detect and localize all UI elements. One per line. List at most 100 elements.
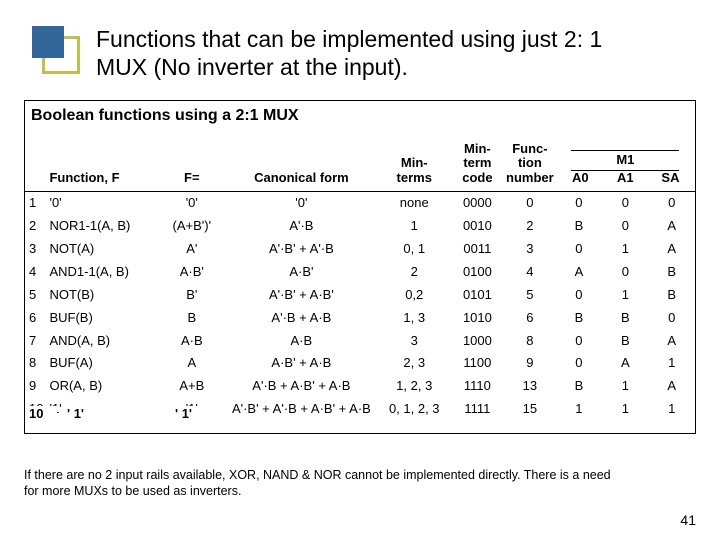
cell-fn: 13 — [504, 375, 556, 398]
cell-a0: 1 — [556, 398, 602, 433]
table-row: 10'1''1'A'·B' + A'·B + A·B' + A·B0, 1, 2… — [25, 398, 695, 433]
cell-expr: A·B — [159, 330, 226, 353]
cell-a0: 0 — [556, 352, 602, 375]
cell-sa: 1 — [649, 398, 695, 433]
cell-fn: 0 — [504, 191, 556, 214]
cell-sa: A — [649, 238, 695, 261]
cell-code: 1111 — [451, 398, 504, 433]
cell-a1: B — [602, 330, 648, 353]
cell-idx: 1 — [25, 191, 45, 214]
table-row: 4AND1-1(A, B)A·B'A·B'201004A0B — [25, 261, 695, 284]
col-a0-head: A0 — [558, 171, 603, 185]
cell-a1: 0 — [602, 191, 648, 214]
cell-canon: A'·B' + A·B' — [225, 284, 378, 307]
cell-min: 1 — [378, 215, 451, 238]
cell-name: NOR1-1(A, B) — [45, 215, 158, 238]
cell-min: 1, 2, 3 — [378, 375, 451, 398]
cell-idx: 9 — [25, 375, 45, 398]
functions-table-container: Boolean functions using a 2:1 MUX Functi… — [24, 100, 696, 434]
cell-min: 2 — [378, 261, 451, 284]
cell-expr: B' — [159, 284, 226, 307]
cell-expr: B — [159, 307, 226, 330]
cell-canon: A·B — [225, 330, 378, 353]
table-row: 1'0''0''0'none00000000 — [25, 191, 695, 214]
col-m1-head: M1 A0 A1 SA — [556, 139, 695, 191]
cell-canon: A'·B + A·B — [225, 307, 378, 330]
cell-a1: 1 — [602, 238, 648, 261]
cell-expr: '0' — [159, 191, 226, 214]
cell-min: 3 — [378, 330, 451, 353]
cell-code: 1010 — [451, 307, 504, 330]
cell-fn: 3 — [504, 238, 556, 261]
title-bullet — [32, 26, 84, 78]
cell-fn: 5 — [504, 284, 556, 307]
cell-fn: 15 — [504, 398, 556, 433]
cell-code: 0100 — [451, 261, 504, 284]
cell-min: 0, 1, 2, 3 — [378, 398, 451, 433]
cell-idx: 2 — [25, 215, 45, 238]
cell-code: 0000 — [451, 191, 504, 214]
cell-idx: 7 — [25, 330, 45, 353]
cell-canon: A·B' + A·B — [225, 352, 378, 375]
cell-expr: A — [159, 352, 226, 375]
col-min-head: Min- terms — [378, 139, 451, 191]
cell-fn: 2 — [504, 215, 556, 238]
cell-min: 1, 3 — [378, 307, 451, 330]
cell-code: 1000 — [451, 330, 504, 353]
table-row: 5NOT(B)B'A'·B' + A·B'0,20101501B — [25, 284, 695, 307]
overlay-idx: 10 — [29, 406, 57, 421]
cell-a1: A — [602, 352, 648, 375]
cell-expr: A·B' — [159, 261, 226, 284]
cell-fn: 6 — [504, 307, 556, 330]
cell-a0: 0 — [556, 191, 602, 214]
cell-canon: '0' — [225, 191, 378, 214]
cell-code: 0010 — [451, 215, 504, 238]
col-fn-head: Func- tion number — [504, 139, 556, 191]
cell-idx: 4 — [25, 261, 45, 284]
table-row: 3NOT(A)A'A'·B' + A'·B0, 10011301A — [25, 238, 695, 261]
cell-a0: B — [556, 375, 602, 398]
cell-a1: B — [602, 307, 648, 330]
bullet-fill — [32, 26, 64, 58]
cell-a1: 1 — [602, 375, 648, 398]
cell-idx: 3 — [25, 238, 45, 261]
table-row: 7AND(A, B)A·BA·B3100080BA — [25, 330, 695, 353]
cell-expr: A+B — [159, 375, 226, 398]
cell-a0: B — [556, 215, 602, 238]
col-canon-head: Canonical form — [225, 139, 378, 191]
cell-sa: 0 — [649, 307, 695, 330]
cell-expr: (A+B')' — [159, 215, 226, 238]
slide-title: Functions that can be implemented using … — [96, 26, 656, 81]
cell-code: 1100 — [451, 352, 504, 375]
cell-a1: 0 — [602, 261, 648, 284]
cell-min: 2, 3 — [378, 352, 451, 375]
table-title: Boolean functions using a 2:1 MUX — [25, 101, 695, 139]
cell-sa: B — [649, 261, 695, 284]
cell-fn: 8 — [504, 330, 556, 353]
cell-code: 0011 — [451, 238, 504, 261]
cell-fn: 9 — [504, 352, 556, 375]
cell-a0: 0 — [556, 238, 602, 261]
cell-idx: 5 — [25, 284, 45, 307]
col-func-head: Function, F — [45, 139, 158, 191]
page-number: 41 — [680, 512, 696, 528]
cell-sa: 0 — [649, 191, 695, 214]
table-row: 8BUF(A)AA·B' + A·B2, 3110090A1 — [25, 352, 695, 375]
cell-canon: A'·B' + A'·B + A·B' + A·B — [225, 398, 378, 433]
cell-name: BUF(A) — [45, 352, 158, 375]
col-sa-head: SA — [648, 171, 693, 185]
col-a1-head: A1 — [603, 171, 648, 185]
table-row: 9OR(A, B)A+BA'·B + A·B' + A·B1, 2, 31110… — [25, 375, 695, 398]
cell-a0: 0 — [556, 284, 602, 307]
cell-canon: A·B' — [225, 261, 378, 284]
functions-table: Function, F F= Canonical form Min- terms… — [25, 139, 695, 433]
cell-name: NOT(A) — [45, 238, 158, 261]
cell-a0: B — [556, 307, 602, 330]
cell-expr: A' — [159, 238, 226, 261]
cell-a0: 0 — [556, 330, 602, 353]
cell-canon: A'·B' + A'·B — [225, 238, 378, 261]
cell-a0: A — [556, 261, 602, 284]
cell-sa: A — [649, 330, 695, 353]
overlay-name: ' 1' — [67, 406, 117, 421]
cell-min: 0, 1 — [378, 238, 451, 261]
